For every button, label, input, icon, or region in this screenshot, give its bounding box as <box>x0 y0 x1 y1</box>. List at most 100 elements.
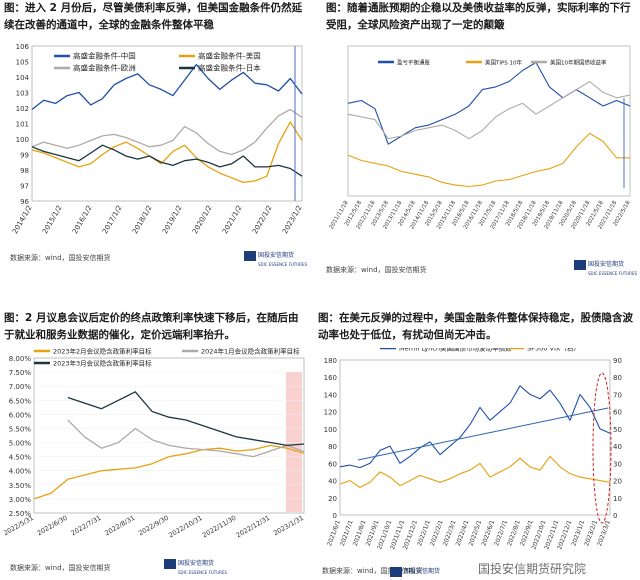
logo: 国投安信期货 SDIC ESSENCE FUTURES <box>574 259 637 277</box>
logo: 国投安信期货 <box>390 566 440 577</box>
legend-label: SP500 VIX（右） <box>527 348 580 353</box>
y-tick-label: 6.00% <box>9 411 32 419</box>
legend-label: Merrill Lynch美国国债市场波动率指数 <box>399 348 512 353</box>
plot-frame <box>31 45 303 202</box>
plot-frame <box>33 357 305 514</box>
x-tick-label: 2023/1/31 <box>272 514 305 538</box>
y-tick-label: 97 <box>20 183 29 191</box>
source-note: 数据来源：wind，国投安信期货 <box>10 564 111 572</box>
series-line <box>347 80 631 140</box>
legend-label: 高盛金融条件-欧洲 <box>73 63 136 73</box>
x-tick-label: 2022/10/31 <box>167 514 203 540</box>
x-tick-label: 2018/1/2 <box>131 204 154 235</box>
x-tick-label: 2015/1/2 <box>41 204 64 235</box>
y-tick-label: 80 <box>328 443 337 451</box>
source-note: 数据来源：wind，国投安信期货 <box>322 567 423 575</box>
y-tick-label: 100 <box>324 426 337 434</box>
panel-title: 图：进入 2 月份后，尽管美债利率反弹，但美国金融条件仍然延续在改善的通道中，全… <box>4 2 303 31</box>
y-tick-label: 104 <box>16 74 30 82</box>
legend-label: 盈亏平衡通胀 <box>397 59 431 67</box>
plot-frame <box>347 45 631 197</box>
x-tick-label: 2017/1/2 <box>101 204 124 235</box>
logo: 国投安信期货 SDIC ESSENCE FUTURES <box>164 558 227 576</box>
legend-label: 美国TIPS 10年 <box>485 59 523 67</box>
y-tick-label: 7.50% <box>9 369 32 377</box>
y-tick-label: 96 <box>20 198 29 206</box>
source-note: 数据来源：wind，国投安信期货 <box>326 266 427 274</box>
panel-1: 图：进入 2 月份后，尽管美债利率反弹，但美国金融条件仍然延续在改善的通道中，全… <box>4 0 309 280</box>
logo-icon <box>390 566 402 577</box>
x-tick-label: 2019/1/2 <box>161 204 184 235</box>
series-line <box>67 391 305 447</box>
y-tick-label: 160 <box>324 374 337 382</box>
legend-label: 美国10年期国债收益率 <box>550 59 607 67</box>
legend-label: 高盛金融条件-美国 <box>198 51 261 61</box>
trend-line <box>357 407 609 461</box>
y-tick-label: 106 <box>16 43 30 51</box>
watermark: 国投安信期货研究院 <box>478 562 587 576</box>
y-tick-label: 120 <box>324 409 337 417</box>
x-tick-label: 2022/11/30 <box>201 514 237 540</box>
y-tick-label: 102 <box>16 105 29 113</box>
y-tick-label: 99 <box>20 152 29 160</box>
y-tick-label: 3.50% <box>9 482 32 490</box>
panel-3: 图：2 月议息会议后定价的终点政策利率快速下移后，在随后由于就业和服务业数据的催… <box>4 310 309 580</box>
y-tick-label: 98 <box>20 167 29 175</box>
x-tick-label: 2022/12/31 <box>235 514 271 540</box>
chart-real-rates: 2011/11/182012/5/182012/11/182013/5/1820… <box>329 45 632 230</box>
series-line <box>347 132 630 188</box>
y2-tick-label: 40 <box>613 443 622 451</box>
y2-tick-label: 60 <box>613 409 622 417</box>
y-tick-label: 6.50% <box>9 397 32 405</box>
x-tick-label: 2022/6/30 <box>36 514 69 538</box>
source-note: 数据来源：wind，国投安信期货 <box>10 254 111 262</box>
x-tick-label: 2022/7/31 <box>70 514 103 538</box>
logo-icon <box>244 250 256 261</box>
legend-label: 2024年1月会议隐含政策利率目标 <box>201 348 300 356</box>
series-line <box>31 63 303 111</box>
y2-tick-label: 80 <box>613 374 622 382</box>
y-tick-label: 0 <box>333 512 337 520</box>
y2-tick-label: 30 <box>613 460 622 468</box>
x-tick-label: 2021/1/2 <box>221 204 244 235</box>
y-tick-label: 100 <box>16 136 29 144</box>
panel-title: 图：随着通胀预期的企稳以及美债收益率的反弹，实际利率的下行受阻，全球风险资产出现… <box>326 2 631 31</box>
y2-tick-label: 50 <box>613 426 622 434</box>
y-tick-label: 4.00% <box>9 468 32 476</box>
y2-tick-label: 90 <box>613 357 622 365</box>
x-tick-label: 2020/1/2 <box>191 204 214 235</box>
x-tick-label: 2023/1/2 <box>281 204 304 235</box>
panel-4: 图：在美元反弹的过程中，美国金融条件整体保持稳定，股债隐含波动率也处于低位，有扰… <box>318 310 638 580</box>
logo-icon <box>574 259 586 270</box>
y-tick-label: 60 <box>328 460 337 468</box>
series-line <box>31 144 303 177</box>
y-tick-label: 5.50% <box>9 425 32 433</box>
panel-title: 图：2 月议息会议后定价的终点政策利率快速下移后，在随后由于就业和服务业数据的催… <box>4 312 299 341</box>
panel-title: 图：在美元反弹的过程中，美国金融条件整体保持稳定，股债隐含波动率也处于低位，有扰… <box>318 312 633 341</box>
legend-label: 2023年3月会议隐含政策利率目标 <box>53 359 152 368</box>
y-tick-label: 140 <box>324 391 337 399</box>
y2-tick-label: 20 <box>613 478 622 486</box>
series-line <box>33 444 305 500</box>
series-line <box>67 419 305 458</box>
y-tick-label: 180 <box>324 357 337 365</box>
plot-frame <box>339 359 611 516</box>
x-tick-label: 2022/9/30 <box>137 514 170 538</box>
y-tick-label: 105 <box>16 59 29 67</box>
series-line <box>339 385 611 469</box>
series-line <box>347 61 631 145</box>
y2-tick-label: 10 <box>613 495 622 503</box>
y2-tick-label: 0 <box>613 512 617 520</box>
x-tick-label: 2023/3/1 <box>596 519 612 547</box>
x-tick-label: 2022/8/31 <box>103 514 136 538</box>
y-tick-label: 20 <box>328 495 337 503</box>
x-tick-label: 2022/1/2 <box>251 204 274 235</box>
y-tick-label: 7.00% <box>9 383 32 391</box>
y-tick-label: 3.00% <box>9 496 32 504</box>
y-tick-label: 40 <box>328 478 337 486</box>
x-tick-label: 2016/1/2 <box>71 204 94 235</box>
y-tick-label: 8.00% <box>9 355 32 363</box>
legend-label: 高盛金融条件-中国 <box>73 51 136 61</box>
panel-2: 图：随着通胀预期的企稳以及美债收益率的反弹，实际利率的下行受阻，全球风险资产出现… <box>326 0 638 280</box>
